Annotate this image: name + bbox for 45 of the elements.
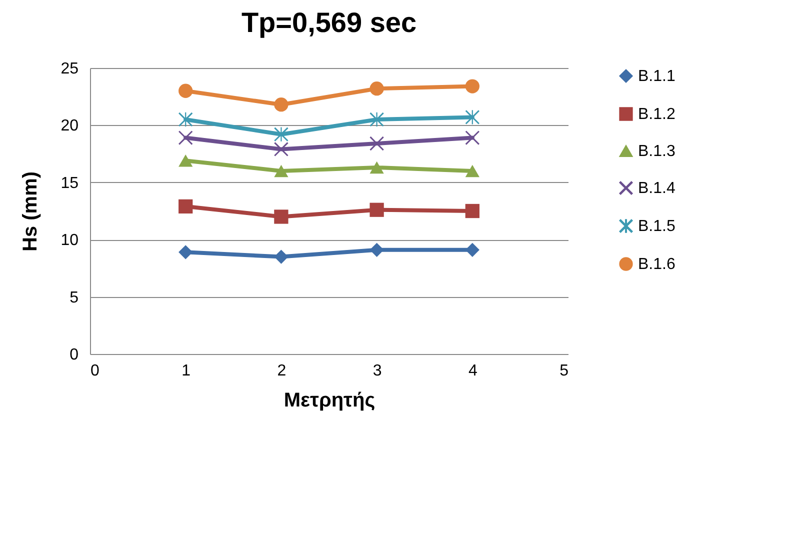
legend-label: B.1.1 <box>638 68 676 85</box>
point <box>274 210 288 224</box>
point <box>178 245 193 260</box>
point <box>274 98 288 112</box>
point <box>178 199 193 214</box>
point <box>274 164 288 178</box>
x-tick-label: 3 <box>372 362 382 380</box>
point <box>178 84 193 98</box>
x-axis-title: Μετρητής <box>284 390 376 412</box>
point <box>274 142 288 156</box>
legend-label: B.1.2 <box>638 106 676 123</box>
point <box>370 82 384 96</box>
y-tick-label: 5 <box>70 289 79 306</box>
point <box>465 164 480 178</box>
point <box>370 242 384 257</box>
point <box>465 204 480 218</box>
point <box>465 110 480 124</box>
y-tick-label: 25 <box>60 60 79 78</box>
legend-label: B.1.3 <box>638 143 676 160</box>
y-axis-title: Hs (mm) <box>20 171 42 252</box>
point <box>274 127 288 142</box>
point <box>178 112 193 127</box>
point <box>465 130 480 145</box>
x-tick-label: 0 <box>90 362 100 380</box>
legend-label: B.1.4 <box>638 180 676 197</box>
point <box>370 136 384 151</box>
legend-label: B.1.6 <box>638 256 676 273</box>
point <box>370 161 384 174</box>
x-tick-label: 5 <box>560 362 569 380</box>
y-tick-label: 10 <box>60 232 79 250</box>
point <box>178 154 193 167</box>
point <box>370 202 384 217</box>
y-tick-label: 20 <box>60 118 79 135</box>
point <box>465 79 480 94</box>
x-tick-label: 1 <box>182 362 191 380</box>
point <box>465 242 480 257</box>
x-tick-label: 4 <box>468 362 478 380</box>
point <box>274 250 288 264</box>
y-tick-label: 0 <box>70 346 79 364</box>
x-tick-label: 2 <box>277 362 286 380</box>
point <box>370 112 384 127</box>
y-tick-label: 15 <box>60 174 79 192</box>
legend-label: B.1.5 <box>638 218 676 235</box>
chart-title: Tp=0,569 sec <box>241 7 417 38</box>
point <box>178 130 193 145</box>
